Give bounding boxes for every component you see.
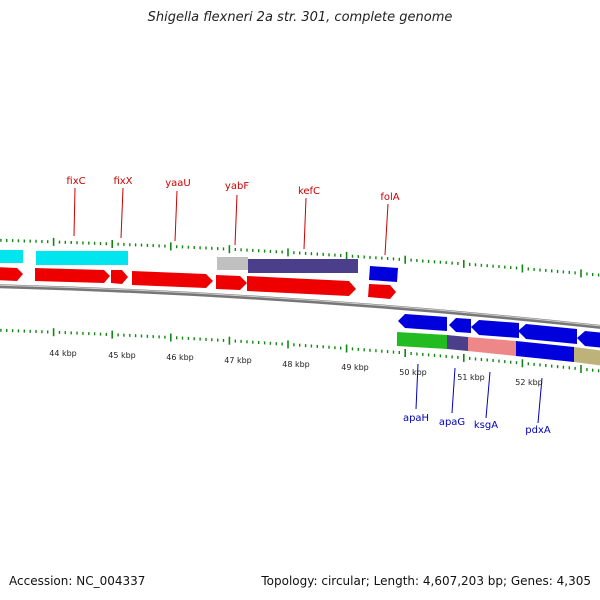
gene-arrow-reverse[interactable] xyxy=(398,314,447,331)
scale-label: 51 kbp xyxy=(457,373,485,382)
scale-label: 46 kbp xyxy=(166,353,194,362)
gene-arrow-forward[interactable] xyxy=(132,271,213,288)
scale-label: 52 kbp xyxy=(515,378,543,387)
gene-label-yabF[interactable]: yabF xyxy=(225,181,249,192)
gene-arrow-forward[interactable] xyxy=(0,267,23,281)
map-title: Shigella flexneri 2a str. 301, complete … xyxy=(147,10,453,25)
forward-label-leaders xyxy=(73,187,389,256)
outer-tick-ring xyxy=(0,237,600,278)
accession-text: Accession: NC_004337 xyxy=(9,574,146,588)
feature-blue-2[interactable] xyxy=(516,341,574,362)
gene-arrow-forward[interactable] xyxy=(247,276,356,296)
gene-arrow-forward[interactable] xyxy=(35,268,110,283)
genome-backbone xyxy=(0,284,600,329)
gene-arrow-reverse[interactable] xyxy=(471,320,519,338)
forward-gene-labels: fixC fixX yaaU yabF kefC folA xyxy=(66,176,399,203)
scale-label: 45 kbp xyxy=(108,351,136,360)
gene-label-fixX[interactable]: fixX xyxy=(113,176,132,187)
feature-pink[interactable] xyxy=(468,337,516,356)
gene-label-folA[interactable]: folA xyxy=(380,192,399,203)
gene-label-yaaU[interactable]: yaaU xyxy=(165,178,191,189)
reverse-gene-labels: apaH apaG ksgA pdxA xyxy=(403,413,551,436)
gene-arrow-forward[interactable] xyxy=(216,275,247,290)
genome-backbone-highlight xyxy=(0,284,600,327)
gene-label-pdxA[interactable]: pdxA xyxy=(525,425,551,436)
feature-cyan-2[interactable] xyxy=(36,251,128,265)
gene-arrow-reverse[interactable] xyxy=(518,324,577,344)
feature-slate-2[interactable] xyxy=(447,335,468,351)
feature-grey[interactable] xyxy=(217,257,248,270)
scale-label: 49 kbp xyxy=(341,363,369,372)
reverse-label-leaders xyxy=(415,363,543,424)
feature-cyan-1[interactable] xyxy=(0,250,23,263)
feature-khaki[interactable] xyxy=(574,347,600,366)
gene-arrow-forward[interactable] xyxy=(368,284,396,299)
gene-label-apaG[interactable]: apaG xyxy=(439,417,465,428)
gene-label-kefC[interactable]: kefC xyxy=(298,186,320,197)
scale-label: 44 kbp xyxy=(49,349,77,358)
gene-label-ksgA[interactable]: ksgA xyxy=(474,420,498,431)
scale-label: 50 kbp xyxy=(399,368,427,377)
feature-slate[interactable] xyxy=(248,259,358,273)
gene-label-fixC[interactable]: fixC xyxy=(66,176,85,187)
gene-arrow-reverse[interactable] xyxy=(449,318,471,333)
feature-green[interactable] xyxy=(397,332,447,349)
inner-tick-ring xyxy=(0,328,600,373)
scale-label: 48 kbp xyxy=(282,360,310,369)
gene-label-apaH[interactable]: apaH xyxy=(403,413,429,424)
genome-summary-text: Topology: circular; Length: 4,607,203 bp… xyxy=(261,574,591,588)
scale-label: 47 kbp xyxy=(224,356,252,365)
feature-blue-folA-region[interactable] xyxy=(369,266,398,282)
gene-arrow-reverse[interactable] xyxy=(577,331,600,348)
scale-labels: 44 kbp 45 kbp 46 kbp 47 kbp 48 kbp 49 kb… xyxy=(49,349,543,387)
gene-arrow-forward[interactable] xyxy=(111,270,128,284)
